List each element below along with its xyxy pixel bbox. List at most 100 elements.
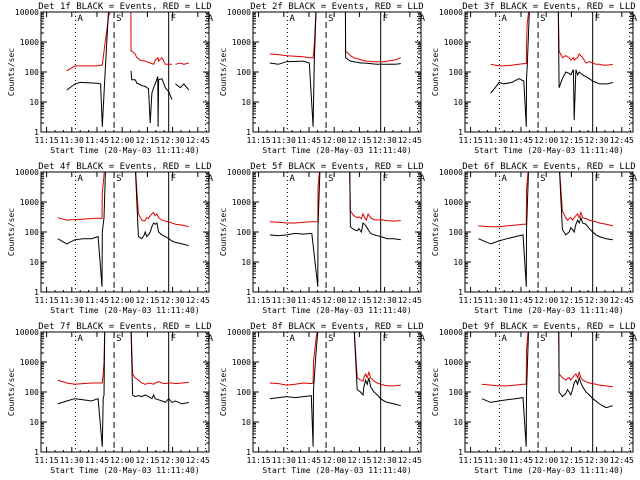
y-tick-label: 1 xyxy=(458,288,463,297)
event-marker-label: S xyxy=(540,14,545,24)
series-line-lld xyxy=(490,12,613,67)
event-marker-label: A xyxy=(501,14,507,24)
x-tick-label: 12:45 xyxy=(398,136,422,145)
event-marker-label: F xyxy=(595,334,600,344)
panel-title: Det 2f BLACK = Events, RED = LLD xyxy=(250,2,423,12)
y-axis-label: Counts/sec xyxy=(7,368,16,416)
x-tick-label: 11:15 xyxy=(247,456,271,465)
event-marker-label: A xyxy=(501,174,507,184)
event-marker-label: F xyxy=(595,174,600,184)
y-tick-label: 10000 xyxy=(15,8,39,17)
y-tick-label: 100 xyxy=(237,388,252,397)
event-marker-label: S xyxy=(540,334,545,344)
y-tick-label: 1000 xyxy=(232,38,251,47)
y-tick-label: 100 xyxy=(25,228,40,237)
x-tick-label: 12:00 xyxy=(534,296,558,305)
series-line-lld xyxy=(269,172,401,224)
event-marker-label: A xyxy=(420,174,426,184)
x-tick-label: 12:00 xyxy=(534,136,558,145)
y-tick-label: 100 xyxy=(449,388,464,397)
event-marker-label: S xyxy=(540,174,545,184)
series-line-events xyxy=(57,172,189,287)
y-tick-label: 1 xyxy=(34,128,39,137)
plot-frame xyxy=(252,11,422,133)
series-line-events xyxy=(490,12,613,127)
x-tick-label: 12:15 xyxy=(559,456,583,465)
panel-title: Det 7f BLACK = Events, RED = LLD xyxy=(38,322,211,332)
y-tick-label: 10 xyxy=(241,98,251,107)
x-tick-label: 11:45 xyxy=(85,296,109,305)
x-tick-label: 12:30 xyxy=(373,136,397,145)
y-axis-label: Counts/sec xyxy=(219,368,228,416)
series-line-lld xyxy=(57,332,189,385)
y-tick-label: 1000 xyxy=(20,38,39,47)
event-marker-label: S xyxy=(328,174,333,184)
x-axis-label: Start Time (20-May-03 11:11:40) xyxy=(262,146,411,155)
x-tick-label: 12:45 xyxy=(610,456,634,465)
x-tick-label: 11:15 xyxy=(459,136,483,145)
x-tick-label: 12:15 xyxy=(135,456,159,465)
y-tick-label: 100 xyxy=(449,68,464,77)
y-axis-label: Counts/sec xyxy=(431,208,440,256)
x-tick-label: 11:45 xyxy=(85,456,109,465)
plot-frame xyxy=(252,331,422,453)
x-tick-label: 12:30 xyxy=(161,136,185,145)
plot-frame xyxy=(40,11,210,133)
y-tick-label: 1000 xyxy=(444,358,463,367)
event-marker-label: F xyxy=(171,334,176,344)
event-marker-label: A xyxy=(632,334,638,344)
event-marker-label: A xyxy=(420,334,426,344)
y-tick-label: 100 xyxy=(25,68,40,77)
panel-title: Det 6f BLACK = Events, RED = LLD xyxy=(462,162,635,172)
event-marker-label: S xyxy=(116,334,121,344)
y-tick-label: 1 xyxy=(246,288,251,297)
y-tick-label: 10000 xyxy=(15,328,39,337)
y-tick-label: 10 xyxy=(29,418,39,427)
event-marker-label: A xyxy=(77,14,83,24)
x-tick-label: 11:15 xyxy=(35,136,59,145)
x-tick-label: 11:30 xyxy=(484,456,508,465)
y-tick-label: 10 xyxy=(241,418,251,427)
y-tick-label: 10 xyxy=(453,418,463,427)
panel-title: Det 3f BLACK = Events, RED = LLD xyxy=(462,2,635,12)
x-tick-label: 11:15 xyxy=(35,296,59,305)
event-marker-label: A xyxy=(208,14,214,24)
x-tick-label: 11:15 xyxy=(247,296,271,305)
event-marker-label: A xyxy=(289,174,295,184)
event-marker-label: A xyxy=(208,174,214,184)
y-axis-label: Counts/sec xyxy=(219,48,228,96)
x-axis-label: Start Time (20-May-03 11:11:40) xyxy=(50,466,199,475)
x-tick-label: 11:45 xyxy=(297,456,321,465)
event-marker-label: A xyxy=(632,174,638,184)
plot-frame xyxy=(252,171,422,293)
event-marker-label: A xyxy=(632,14,638,24)
x-tick-label: 11:30 xyxy=(60,296,84,305)
event-marker-label: F xyxy=(171,14,176,24)
x-axis-label: Start Time (20-May-03 11:11:40) xyxy=(50,146,199,155)
series-line-lld xyxy=(66,12,189,72)
y-tick-label: 1000 xyxy=(232,198,251,207)
y-tick-label: 10000 xyxy=(439,168,463,177)
y-tick-label: 10000 xyxy=(15,168,39,177)
x-tick-label: 11:15 xyxy=(459,296,483,305)
x-tick-label: 12:30 xyxy=(373,296,397,305)
y-axis-label: Counts/sec xyxy=(7,208,16,256)
x-tick-label: 11:45 xyxy=(85,136,109,145)
y-tick-label: 100 xyxy=(237,228,252,237)
x-tick-label: 12:00 xyxy=(110,456,134,465)
x-axis-label: Start Time (20-May-03 11:11:40) xyxy=(474,146,623,155)
series-line-events xyxy=(57,332,189,447)
event-marker-label: F xyxy=(383,334,388,344)
x-tick-label: 12:45 xyxy=(186,456,210,465)
panel-title: Det 1f BLACK = Events, RED = LLD xyxy=(38,2,211,12)
y-axis-label: Counts/sec xyxy=(7,48,16,96)
y-axis-label: Counts/sec xyxy=(431,48,440,96)
event-marker-label: A xyxy=(289,14,295,24)
x-axis-label: Start Time (20-May-03 11:11:40) xyxy=(262,466,411,475)
